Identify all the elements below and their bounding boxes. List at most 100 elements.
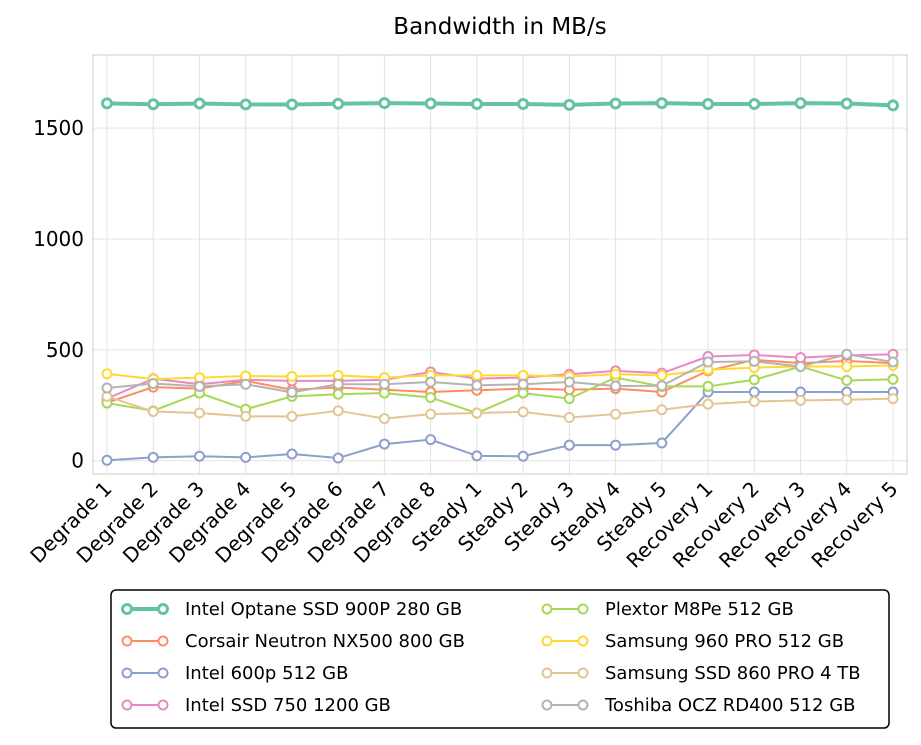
data-point (563, 376, 575, 388)
data-point (286, 410, 298, 422)
legend-label: Intel Optane SSD 900P 280 GB (185, 599, 462, 620)
legend-label: Corsair Neutron NX500 800 GB (185, 631, 465, 652)
data-point (332, 388, 344, 400)
data-point (471, 379, 483, 391)
data-point (795, 394, 807, 406)
data-point (887, 393, 899, 405)
data-point (517, 369, 529, 381)
legend-marker (577, 603, 589, 615)
series-line (106, 395, 894, 420)
data-point (748, 374, 760, 386)
data-point (285, 98, 298, 111)
data-point (378, 413, 390, 425)
data-point (193, 407, 205, 419)
legend-marker (157, 699, 169, 711)
legend-marker (541, 603, 553, 615)
chart-title: Bandwidth in MB/s (393, 14, 606, 40)
data-point (378, 438, 390, 450)
legend-item: Toshiba OCZ RD400 512 GB (541, 695, 856, 716)
data-point (887, 99, 899, 112)
legend-marker (121, 635, 133, 647)
data-point (610, 439, 622, 451)
legend-label: Samsung 960 PRO 512 GB (605, 631, 844, 652)
data-point (610, 368, 622, 380)
legend-marker (157, 635, 169, 647)
data-point (101, 454, 113, 466)
data-point (517, 97, 530, 110)
legend-marker (577, 699, 589, 711)
series-line (106, 353, 894, 394)
legend-marker (121, 667, 133, 679)
data-point (841, 348, 853, 360)
data-point (425, 434, 437, 446)
data-point (656, 437, 668, 449)
series-line (106, 365, 894, 415)
data-point (470, 97, 483, 110)
data-point (655, 97, 668, 110)
data-point (702, 380, 714, 392)
data-point (563, 411, 575, 423)
data-point (286, 448, 298, 460)
series-line (106, 364, 894, 381)
data-point (101, 97, 113, 110)
data-point (378, 378, 390, 390)
data-point (887, 373, 899, 385)
data-point (517, 378, 529, 390)
data-point (147, 405, 159, 417)
legend-item: Plextor M8Pe 512 GB (541, 599, 794, 620)
data-point (425, 392, 437, 404)
data-point (517, 406, 529, 418)
legend-item: Samsung 960 PRO 512 GB (541, 631, 844, 652)
data-point (656, 380, 668, 392)
data-point (101, 368, 113, 380)
legend-item: Samsung SSD 860 PRO 4 TB (541, 663, 861, 684)
data-point (240, 451, 252, 463)
legend-marker (541, 635, 553, 647)
series-line (106, 101, 894, 108)
data-point (841, 374, 853, 386)
data-point (147, 451, 159, 463)
data-point (471, 450, 483, 462)
legend-marker (541, 667, 553, 679)
data-point (193, 372, 205, 384)
data-point (702, 97, 715, 110)
legend-label: Intel 600p 512 GB (185, 663, 348, 684)
legend-marker (157, 667, 169, 679)
data-point (563, 393, 575, 405)
data-point (240, 410, 252, 422)
data-point (795, 352, 807, 364)
legend-label: Toshiba OCZ RD400 512 GB (604, 695, 856, 716)
data-point (147, 98, 160, 111)
data-point (471, 407, 483, 419)
data-point (748, 386, 760, 398)
data-point (332, 369, 344, 381)
legend: Intel Optane SSD 900P 280 GB Corsair Neut… (110, 589, 890, 729)
data-point (332, 378, 344, 390)
series-3 (101, 386, 899, 466)
data-point (702, 398, 714, 410)
y-tick-label: 500 (46, 338, 84, 362)
data-point (378, 97, 391, 110)
legend-marker (121, 699, 133, 711)
legend-marker (577, 667, 589, 679)
series-line (106, 390, 893, 462)
data-point (332, 452, 344, 464)
legend-item: Intel 600p 512 GB (121, 663, 348, 684)
data-point (332, 405, 344, 417)
series-line (106, 358, 894, 404)
data-point (425, 408, 437, 420)
data-point (147, 378, 159, 390)
grid-lines (93, 55, 907, 474)
y-tick-label: 0 (71, 449, 84, 473)
data-point (794, 97, 807, 110)
legend-label: Samsung SSD 860 PRO 4 TB (605, 663, 861, 684)
plot-area (92, 54, 908, 475)
legend-item: Corsair Neutron NX500 800 GB (121, 631, 465, 652)
data-point (610, 408, 622, 420)
legend-marker (577, 635, 589, 647)
data-point (887, 356, 899, 368)
data-point (517, 387, 529, 399)
series-line (106, 353, 894, 400)
data-point (748, 396, 760, 408)
